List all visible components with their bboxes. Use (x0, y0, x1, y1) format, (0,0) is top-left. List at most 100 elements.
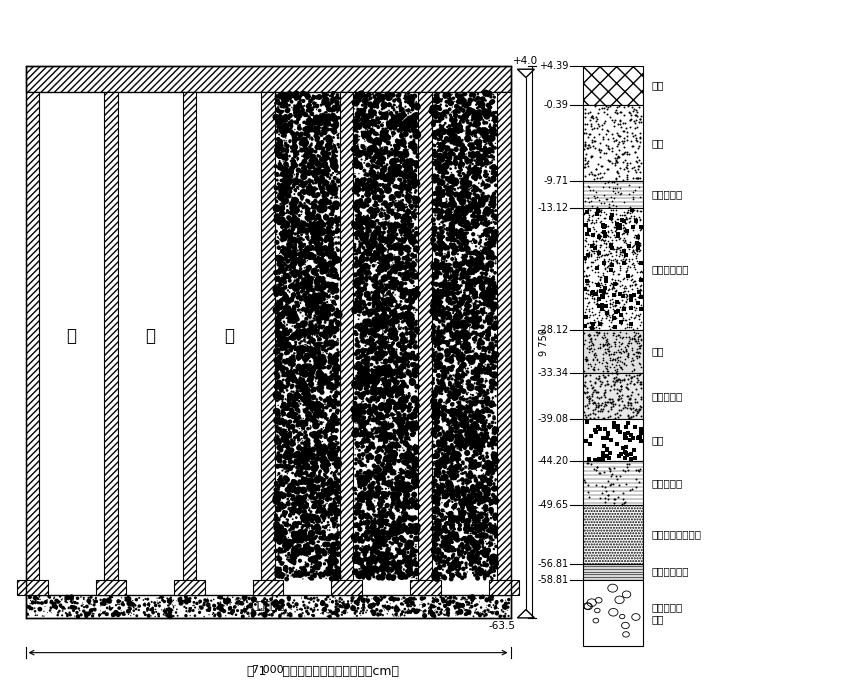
Point (300, 181, 314, 193)
Point (322, 279, 335, 291)
Point (488, 352, 502, 363)
Point (449, 207, 463, 218)
Point (437, 605, 451, 616)
Point (603, 257, 616, 268)
Point (366, 167, 380, 178)
Point (66, 603, 80, 614)
Point (476, 472, 489, 483)
Point (373, 443, 386, 455)
Point (632, 369, 646, 380)
Point (329, 220, 343, 231)
Point (625, 220, 638, 231)
Point (313, 240, 327, 252)
Point (397, 234, 411, 245)
Point (398, 427, 412, 438)
Point (447, 398, 460, 409)
Point (451, 231, 465, 243)
Point (225, 607, 238, 619)
Point (451, 274, 465, 285)
Point (319, 429, 333, 440)
Point (373, 179, 386, 190)
Point (354, 610, 368, 621)
Point (326, 222, 340, 234)
Point (307, 243, 321, 254)
Point (408, 174, 422, 185)
Point (211, 603, 225, 614)
Point (404, 526, 418, 537)
Point (271, 551, 285, 562)
Point (469, 290, 483, 301)
Point (430, 249, 443, 260)
Point (297, 468, 311, 479)
Point (390, 599, 403, 610)
Point (30, 596, 43, 607)
Point (274, 161, 288, 172)
Point (475, 412, 488, 423)
Point (470, 414, 483, 425)
Point (280, 452, 294, 464)
Point (376, 366, 390, 377)
Point (597, 448, 610, 459)
Point (452, 132, 465, 143)
Point (390, 473, 403, 484)
Point (404, 188, 418, 199)
Point (300, 541, 313, 552)
Point (389, 160, 403, 171)
Point (290, 548, 304, 559)
Point (271, 414, 285, 425)
Point (471, 366, 484, 377)
Point (312, 218, 326, 229)
Point (354, 253, 368, 264)
Point (600, 239, 614, 250)
Point (605, 316, 619, 327)
Point (625, 205, 639, 216)
Point (386, 251, 399, 262)
Point (442, 250, 455, 261)
Point (384, 264, 397, 275)
Point (311, 295, 324, 306)
Point (407, 477, 420, 488)
Point (123, 598, 136, 609)
Point (357, 231, 370, 242)
Point (379, 326, 392, 337)
Point (464, 559, 477, 570)
Point (351, 181, 364, 192)
Point (397, 220, 411, 231)
Point (408, 193, 421, 204)
Point (443, 321, 457, 332)
Point (361, 402, 374, 413)
Point (372, 456, 386, 467)
Point (379, 502, 392, 513)
Point (291, 401, 305, 412)
Point (474, 143, 488, 154)
Point (275, 365, 288, 376)
Point (329, 381, 343, 392)
Point (620, 101, 634, 112)
Point (376, 317, 390, 328)
Point (367, 416, 380, 427)
Point (95, 598, 109, 609)
Point (301, 177, 315, 188)
Point (370, 129, 384, 140)
Point (323, 553, 336, 564)
Point (606, 281, 620, 293)
Point (316, 350, 329, 361)
Point (634, 240, 648, 251)
Point (633, 283, 647, 294)
Point (580, 277, 593, 288)
Point (470, 120, 483, 131)
Point (269, 140, 283, 151)
Point (384, 252, 397, 263)
Point (329, 199, 343, 210)
Point (428, 175, 442, 186)
Point (271, 117, 284, 129)
Point (397, 322, 410, 334)
Point (632, 466, 646, 477)
Point (410, 405, 424, 416)
Point (307, 325, 321, 336)
Point (437, 447, 451, 458)
Point (316, 262, 329, 273)
Point (116, 597, 129, 608)
Point (610, 213, 624, 224)
Point (447, 181, 460, 192)
